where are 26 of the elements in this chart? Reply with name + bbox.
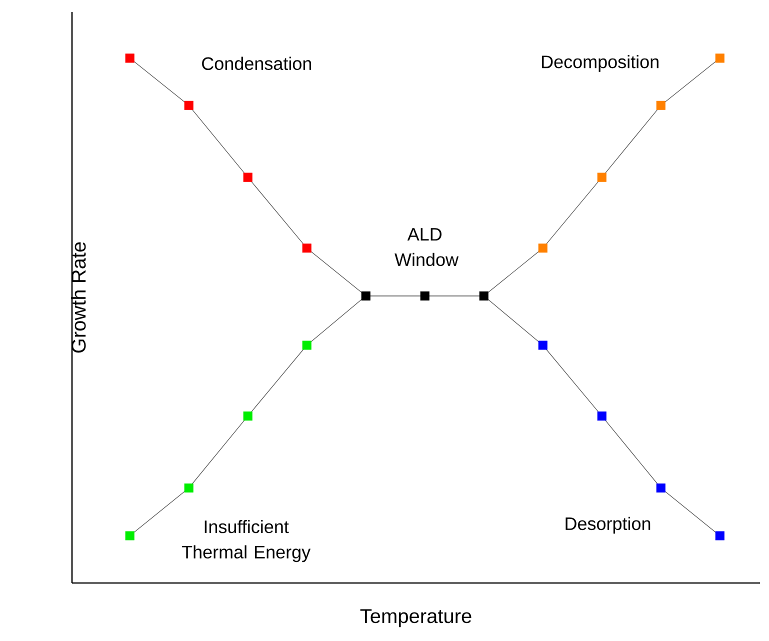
point: [715, 531, 724, 540]
x-axis-title: Temperature: [360, 609, 472, 628]
point: [656, 100, 666, 110]
point: [597, 412, 606, 421]
annotation: ALD Window: [394, 228, 459, 266]
annotation: Decomposition: [542, 55, 658, 72]
point: [538, 340, 548, 350]
annotation: Desorption: [566, 516, 650, 534]
point: [243, 412, 252, 421]
point: [715, 54, 724, 63]
annotation: Condensation: [202, 56, 312, 70]
point: [479, 291, 488, 300]
point: [361, 291, 370, 300]
y-axis-title: Growth Rate: [71, 242, 86, 353]
point: [420, 291, 430, 300]
point: [125, 54, 134, 63]
point: [538, 244, 548, 253]
point: [184, 100, 194, 110]
point: [184, 483, 194, 493]
point: [125, 531, 134, 540]
point: [302, 340, 312, 350]
point: [302, 244, 312, 253]
point: [597, 172, 606, 182]
point: [243, 172, 252, 182]
annotation: Insufficient Thermal Energy: [182, 520, 311, 562]
point: [656, 483, 666, 493]
